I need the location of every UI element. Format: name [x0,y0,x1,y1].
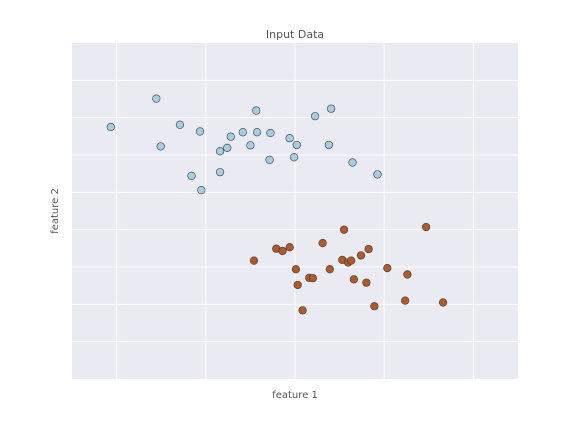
data-point [175,120,185,129]
data-point [325,265,334,274]
data-point [349,275,358,284]
data-point [383,264,392,273]
data-point [252,128,262,137]
data-point [195,127,205,136]
data-point [223,143,232,153]
data-point [265,155,274,164]
chart-title: Input Data [266,28,324,41]
data-point [252,106,261,115]
data-point [348,158,357,167]
data-point [285,243,294,252]
data-point [106,122,115,132]
data-point [226,132,235,141]
series-2 [249,222,448,315]
y-axis-label: feature 2 [50,188,61,234]
data-point [278,246,287,256]
data-point [310,112,320,121]
data-point [238,128,247,137]
data-point [318,239,327,248]
data-point [324,140,333,150]
data-point [364,244,373,254]
data-point [347,256,356,265]
data-point [187,171,196,181]
data-point [285,134,294,143]
data-point [292,140,301,150]
data-point [401,296,410,305]
data-point [156,142,165,151]
data-point [362,278,371,287]
data-point [298,306,307,315]
data-point [356,251,366,260]
data-point [293,280,302,290]
data-point [290,153,299,162]
data-points [106,94,448,315]
data-point [403,270,412,279]
data-point [266,128,275,138]
data-point [339,225,349,234]
data-point [327,104,336,113]
data-point [215,168,225,177]
data-point [373,170,382,179]
data-point [291,265,300,274]
x-axis-label: feature 1 [272,390,318,401]
data-point [197,185,206,195]
data-point [422,222,431,232]
data-point [215,147,225,156]
data-point [246,141,255,150]
data-point [152,94,161,103]
data-point [438,298,448,307]
data-point [249,256,259,265]
data-point [370,302,379,311]
data-point [308,274,317,283]
series-1 [106,94,382,195]
